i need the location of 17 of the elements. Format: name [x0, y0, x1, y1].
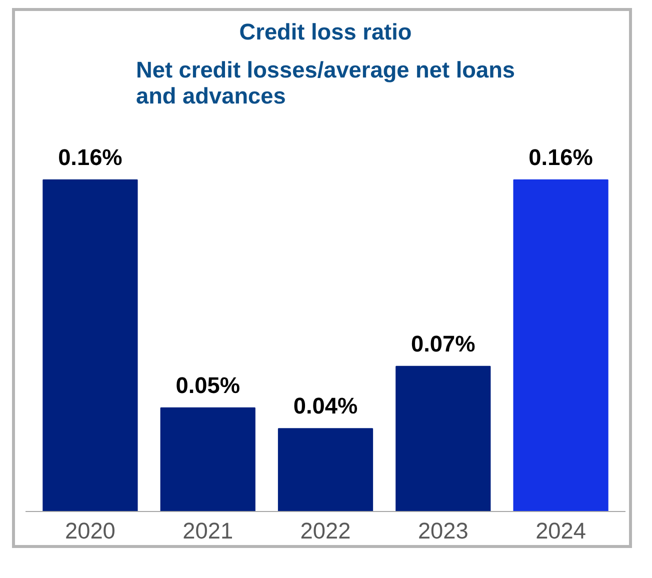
x-tick-label: 2021 [182, 518, 234, 544]
data-label: 0.16% [528, 144, 593, 170]
data-label: 0.07% [411, 330, 476, 356]
x-tick-label: 2022 [300, 518, 351, 544]
x-tick-label: 2023 [418, 518, 468, 544]
bar [42, 179, 138, 512]
bar [160, 407, 256, 512]
chart-title: Credit loss ratio [239, 18, 412, 44]
data-label: 0.16% [58, 144, 122, 170]
bar [278, 428, 374, 512]
data-label: 0.04% [293, 392, 358, 419]
data-label: 0.05% [176, 372, 240, 398]
x-tick-label: 2020 [65, 518, 116, 544]
bar [396, 366, 491, 512]
chart-subtitle: Net credit losses/average net loans and advances [136, 56, 516, 108]
bar [513, 179, 608, 512]
x-tick-label: 2024 [536, 518, 586, 544]
